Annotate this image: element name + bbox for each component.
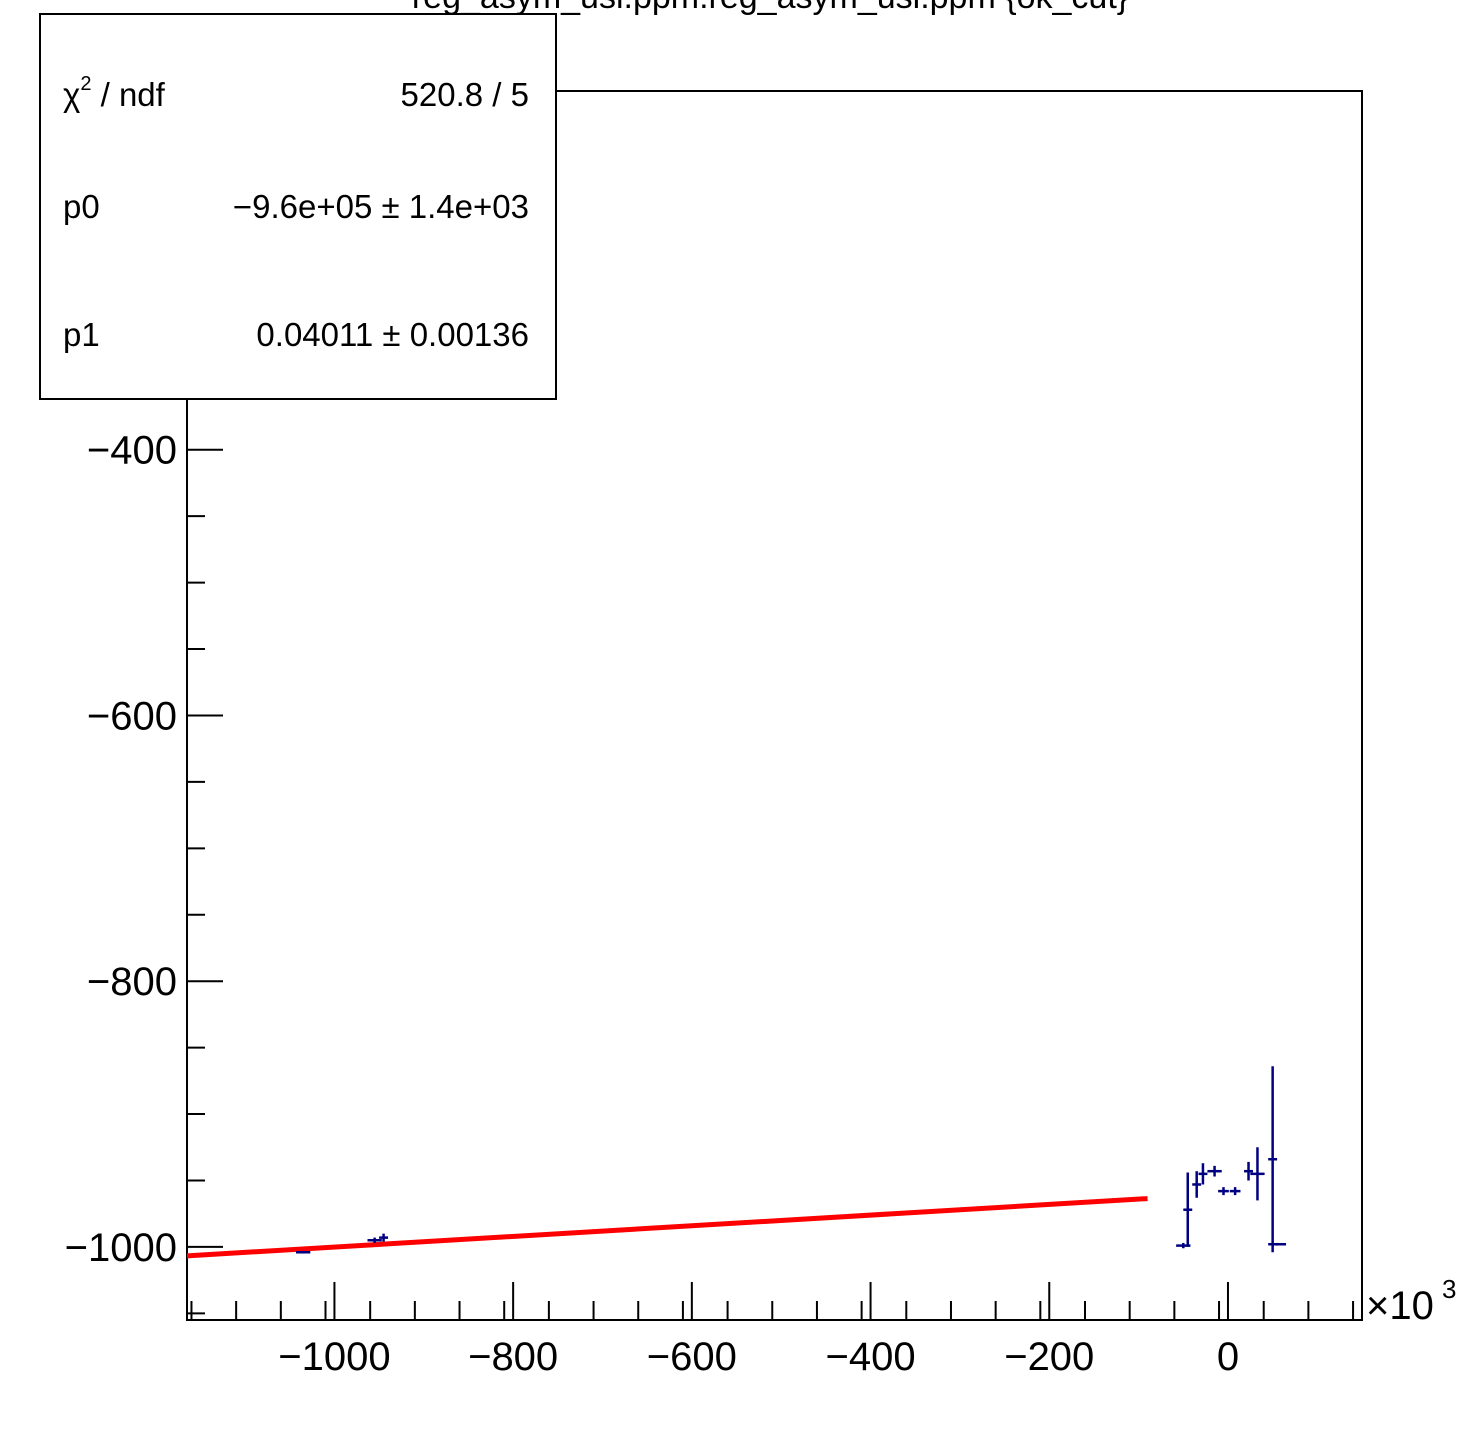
axis-layer: −1000 −800 −600 −400 −200 0 ×10 3 −400 −600 −800 −1…	[65, 116, 1456, 1379]
chi-label-suffix: / ndf	[91, 76, 165, 113]
data-point	[1244, 1161, 1253, 1181]
stat-value-p0: −9.6e+05 ± 1.4e+03	[232, 188, 529, 225]
stat-value-p1: 0.04011 ± 0.00136	[256, 316, 529, 353]
x-tick-label: −800	[468, 1335, 558, 1379]
stat-label-p0: p0	[63, 188, 100, 225]
data-point	[1250, 1147, 1265, 1201]
stat-label-chi2: χ2 / ndf	[63, 73, 165, 114]
data-layer	[296, 1066, 1287, 1254]
stat-label-p1: p1	[63, 316, 100, 353]
data-point	[1192, 1171, 1202, 1198]
data-point	[1268, 1242, 1287, 1246]
stat-value-chi2: 520.8 / 5	[400, 76, 529, 113]
plot-frame	[186, 90, 1363, 1321]
stat-row-p0: p0 −9.6e+05 ± 1.4e+03	[63, 187, 529, 227]
data-point	[1268, 1066, 1278, 1253]
y-tick-label: −400	[87, 429, 177, 473]
fit-line	[186, 1196, 1148, 1259]
fit-layer	[186, 1196, 1148, 1259]
data-point	[1207, 1165, 1222, 1177]
x-tick-label: −600	[647, 1335, 737, 1379]
data-point	[1198, 1163, 1208, 1185]
x-multiplier-exponent: 3	[1442, 1274, 1456, 1304]
x-multiplier-label: ×10	[1366, 1284, 1434, 1328]
title-layer: reg_asym_usl:ppm:reg_asym_usl:ppm {ok_cu…	[412, 0, 1128, 16]
chi-superscript: 2	[80, 73, 92, 95]
chart-title: reg_asym_usl:ppm:reg_asym_usl:ppm {ok_cu…	[412, 0, 1128, 16]
y-tick-label: −600	[87, 694, 177, 738]
chi-symbol: χ	[63, 76, 81, 113]
data-point	[367, 1237, 382, 1243]
data-point	[379, 1233, 389, 1242]
x-tick-label: −1000	[278, 1335, 390, 1379]
stats-box: χ2 / ndf 520.8 / 5 p0 −9.6e+05 ± 1.4e+03…	[39, 13, 557, 400]
y-tick-label: −800	[87, 960, 177, 1004]
x-tick-label: −200	[1004, 1335, 1094, 1379]
data-point	[1218, 1187, 1229, 1196]
stat-row-p1: p1 0.04011 ± 0.00136	[63, 315, 529, 355]
data-point	[1183, 1172, 1193, 1247]
frame-layer	[186, 90, 1363, 1321]
stat-row-chi2: χ2 / ndf 520.8 / 5	[63, 73, 529, 115]
y-tick-label: −1000	[65, 1226, 177, 1270]
x-tick-label: −400	[826, 1335, 916, 1379]
data-point	[1229, 1187, 1241, 1196]
x-tick-label: 0	[1217, 1335, 1239, 1379]
data-point	[296, 1250, 311, 1254]
